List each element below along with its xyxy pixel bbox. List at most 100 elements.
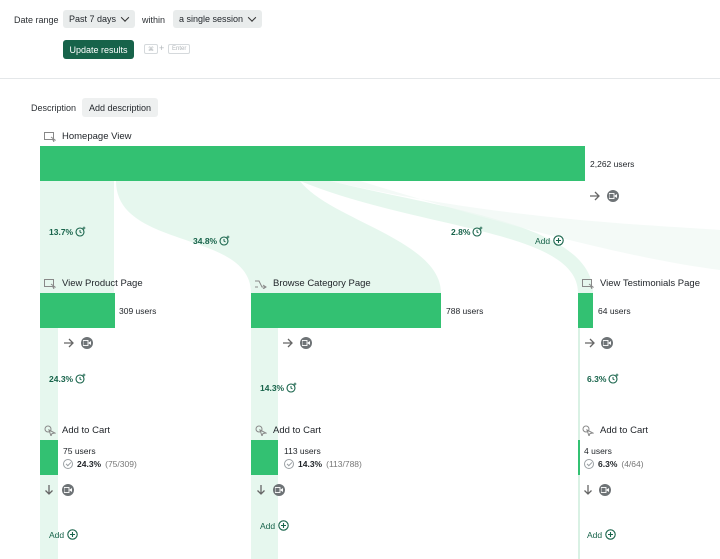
plus-circle-icon (67, 529, 78, 540)
pct-root-to-testimonials[interactable]: 2.8% (451, 226, 484, 237)
plus-circle-icon (605, 529, 616, 540)
step-title-label: Add to Cart (62, 425, 111, 436)
conversion-pct: 14.3% (298, 459, 323, 469)
tap-icon (582, 425, 594, 436)
arrow-down-icon[interactable] (583, 484, 593, 496)
video-icon[interactable] (607, 190, 619, 202)
conversion-fraction: (75/309) (105, 459, 137, 469)
conversion-fraction: (113/788) (326, 459, 362, 469)
sparkle-icon (75, 226, 87, 237)
sparkle-icon (608, 373, 620, 384)
flow-product-cart-down (40, 475, 58, 559)
add-description-button[interactable]: Add description (82, 98, 158, 117)
step-title-label: Browse Category Page (273, 278, 371, 289)
video-icon[interactable] (601, 337, 613, 349)
step-browse-category-page[interactable]: Browse Category Page (255, 278, 371, 289)
arrow-right-icon[interactable] (584, 337, 596, 349)
arrow-right-icon[interactable] (589, 190, 601, 202)
conversion-pct: 6.3% (598, 459, 618, 469)
add-step-branch-1[interactable]: Add (49, 529, 78, 540)
video-icon[interactable] (300, 337, 312, 349)
tap-icon (44, 425, 56, 436)
add-label: Add (49, 529, 65, 540)
step-title-label: Add to Cart (600, 425, 649, 436)
step-view-product-page[interactable]: View Product Page (44, 278, 143, 289)
bar-view-product-page[interactable] (40, 293, 115, 328)
users-add-to-cart-1: 75 users (63, 446, 96, 456)
add-step-root[interactable]: Add (535, 235, 564, 246)
shortcut-plus: + (159, 43, 165, 53)
update-results-button[interactable]: Update results (63, 40, 134, 59)
bar-add-to-cart-2[interactable] (251, 440, 278, 475)
arrow-right-icon[interactable] (282, 337, 294, 349)
shortcut-cmd-key: ⌘ (144, 44, 158, 54)
users-add-to-cart-2: 113 users (284, 446, 321, 456)
arrow-right-icon[interactable] (63, 337, 75, 349)
users-homepage-view: 2,262 users (590, 159, 635, 169)
bar-homepage-view[interactable] (40, 146, 585, 181)
conversion-add-to-cart-1: 24.3% (75/309) (63, 459, 137, 469)
pct-root-to-product[interactable]: 13.7% (49, 226, 87, 237)
step-add-to-cart-1[interactable]: Add to Cart (44, 425, 110, 436)
flow-root-to-testimonials (300, 181, 593, 293)
date-range-select[interactable]: Past 7 days (63, 10, 135, 28)
bar-view-testimonials-page[interactable] (578, 293, 593, 328)
step-view-testimonials-page[interactable]: View Testimonials Page (582, 278, 700, 289)
sparkle-icon (219, 235, 231, 246)
video-icon[interactable] (81, 337, 93, 349)
bar-add-to-cart-3[interactable] (578, 440, 580, 475)
flow-testimonials-to-cart (578, 328, 580, 440)
pct-product-to-cart[interactable]: 24.3% (49, 373, 87, 384)
plus-circle-icon (278, 520, 289, 531)
page-view-icon (44, 278, 56, 289)
check-circle-icon (63, 459, 73, 469)
within-value: a single session (179, 14, 244, 24)
step-title-label: Homepage View (62, 131, 132, 142)
plus-circle-icon (553, 235, 564, 246)
video-icon[interactable] (599, 484, 611, 496)
add-label: Add (535, 235, 551, 246)
bar-browse-category-page[interactable] (251, 293, 441, 328)
conversion-add-to-cart-2: 14.3% (113/788) (284, 459, 362, 469)
arrow-down-icon[interactable] (256, 484, 266, 496)
video-icon[interactable] (62, 484, 74, 496)
step-add-to-cart-3[interactable]: Add to Cart (582, 425, 648, 436)
pct-category-to-cart[interactable]: 14.3% (260, 382, 298, 393)
video-icon[interactable] (273, 484, 285, 496)
conversion-add-to-cart-3: 6.3% (4/64) (584, 459, 644, 469)
step-title-label: View Product Page (62, 278, 143, 289)
add-step-branch-3[interactable]: Add (587, 529, 616, 540)
flow-root-to-category (116, 181, 441, 293)
conversion-pct: 24.3% (77, 459, 102, 469)
pct-root-to-category[interactable]: 34.8% (193, 235, 231, 246)
pct-value: 34.8% (193, 235, 218, 246)
add-label: Add (587, 529, 603, 540)
users-add-to-cart-3: 4 users (584, 446, 612, 456)
pct-testimonials-to-cart[interactable]: 6.3% (587, 373, 620, 384)
tap-icon (255, 425, 267, 436)
flow-category-to-cart (251, 328, 278, 440)
within-select[interactable]: a single session (173, 10, 262, 28)
step-add-to-cart-2[interactable]: Add to Cart (255, 425, 321, 436)
flow-testimonials-cart-down (578, 475, 580, 559)
pct-value: 6.3% (587, 373, 607, 384)
add-step-branch-2[interactable]: Add (260, 520, 289, 531)
add-label: Add (260, 520, 276, 531)
conversion-fraction: (4/64) (621, 459, 644, 469)
description-label: Description (31, 103, 77, 113)
sparkle-icon (75, 373, 87, 384)
shortcut-enter-key: Enter (168, 44, 191, 54)
arrow-down-icon[interactable] (44, 484, 54, 496)
step-title-label: Add to Cart (273, 425, 322, 436)
check-circle-icon (284, 459, 294, 469)
date-range-value: Past 7 days (69, 14, 117, 24)
flow-root-dropoff (330, 181, 720, 270)
users-browse-category-page: 788 users (446, 306, 484, 316)
page-view-icon (582, 278, 594, 289)
sparkle-icon (286, 382, 298, 393)
pct-value: 13.7% (49, 226, 74, 237)
step-homepage-view[interactable]: Homepage View (44, 131, 132, 142)
bar-add-to-cart-1[interactable] (40, 440, 58, 475)
pct-value: 14.3% (260, 382, 285, 393)
